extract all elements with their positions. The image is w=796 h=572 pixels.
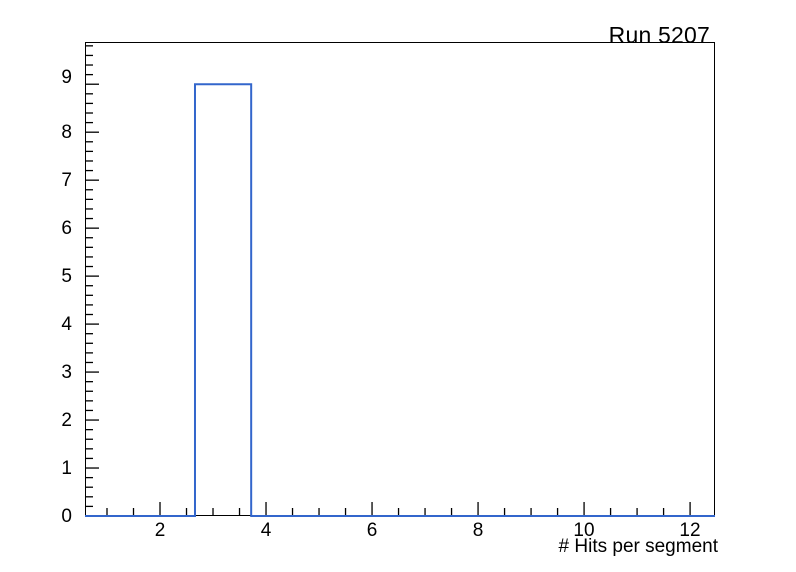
plot-frame xyxy=(85,42,715,516)
chart-title: Run 5207 xyxy=(608,22,710,48)
y-tick-label-6: 6 xyxy=(61,218,72,239)
y-tick-label-9: 9 xyxy=(61,67,72,88)
x-tick-label-6: 6 xyxy=(366,520,378,541)
x-axis-title: # Hits per segment xyxy=(558,536,718,557)
y-tick-label-8: 8 xyxy=(61,122,72,143)
x-tick-label-8: 8 xyxy=(472,520,484,541)
y-tick-label-5: 5 xyxy=(61,266,72,287)
y-tick-label-0: 0 xyxy=(61,506,72,527)
y-tick-label-4: 4 xyxy=(61,314,72,335)
x-tick-label-12: 12 xyxy=(679,520,701,541)
x-tick-label-10: 10 xyxy=(573,520,595,541)
y-tick-label-1: 1 xyxy=(61,458,72,479)
x-tick-label-2: 2 xyxy=(154,520,166,541)
y-tick-label-3: 3 xyxy=(61,362,72,383)
y-tick-label-7: 7 xyxy=(61,170,72,191)
x-tick-label-4: 4 xyxy=(260,520,272,541)
y-tick-label-2: 2 xyxy=(61,410,72,431)
